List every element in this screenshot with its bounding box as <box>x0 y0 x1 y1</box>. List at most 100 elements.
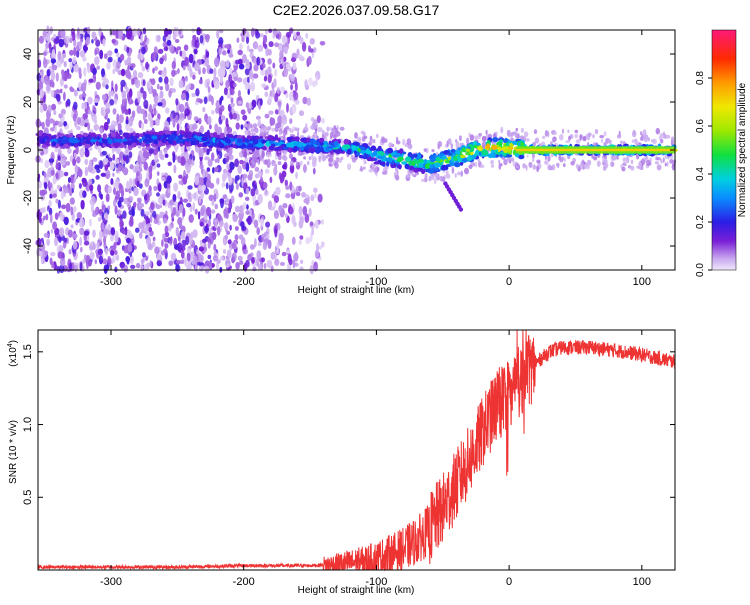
spectrogram-noise-cell <box>143 161 148 171</box>
spectrogram-noise-cell <box>285 63 291 70</box>
spectrogram-noise-cell <box>79 236 82 246</box>
spectrogram-noise-cell <box>157 183 162 192</box>
spectrogram-noise-cell <box>128 99 134 105</box>
spectrogram-noise-cell <box>156 95 162 104</box>
spectrogram-noise-cell <box>258 33 264 38</box>
spectrogram-noise-cell <box>83 45 88 52</box>
spectrogram-noise-cell <box>238 63 245 70</box>
spectrogram-noise-cell <box>265 47 269 57</box>
spectrogram-halo-cell <box>544 130 549 137</box>
spectrogram-halo-cell <box>368 140 373 146</box>
spectrogram-halo-cell <box>295 161 298 166</box>
spectrogram-noise-cell <box>194 175 199 186</box>
spectrogram-noise-cell <box>223 222 229 230</box>
spectrogram-noise-cell <box>186 252 191 262</box>
spectrogram-halo-cell <box>551 138 556 143</box>
spectrogram-noise-cell <box>73 101 78 111</box>
spectrogram-noise-cell <box>59 170 64 178</box>
spectrogram-halo-cell <box>363 158 367 165</box>
spectrogram-noise-cell <box>78 183 82 189</box>
spectrogram-ridge-cell <box>141 142 146 148</box>
spectrogram-halo-cell <box>310 125 314 130</box>
spectrogram-ridge-cell <box>236 138 243 143</box>
spectrogram-noise-cell <box>145 236 152 246</box>
spectrogram-halo-cell <box>655 127 660 135</box>
spectrogram-noise-cell <box>114 48 118 54</box>
spectrogram-ridge-cell <box>430 154 434 159</box>
spectrogram-noise-cell <box>72 57 77 65</box>
spectrogram-halo-cell <box>433 178 437 185</box>
spectrogram-noise-cell <box>226 230 231 235</box>
spectrogram-noise-cell <box>99 255 103 265</box>
spectrogram-noise-cell <box>220 95 224 101</box>
spectrogram-noise-cell <box>98 27 102 37</box>
spectrogram-noise-cell <box>230 195 235 204</box>
spectrogram-noise-cell <box>54 237 58 247</box>
spectrogram-noise-cell <box>127 65 130 72</box>
spectrogram-noise-cell <box>145 211 150 216</box>
spectrogram-noise-cell <box>59 227 65 238</box>
spectrogram-noise-cell <box>229 161 235 171</box>
spectrogram-noise-cell <box>58 113 63 119</box>
spectrogram-ridge-cell <box>396 157 403 163</box>
spectrogram-halo-cell <box>264 159 268 165</box>
spectrogram-noise-cell <box>70 174 74 184</box>
spectrogram-noise-cell <box>202 238 207 244</box>
spectrogram-ridge-cell <box>499 154 503 158</box>
spectrogram-noise-cell <box>50 251 56 257</box>
spectrogram-noise-cell <box>96 65 100 70</box>
spectrogram-halo-cell <box>632 130 637 138</box>
spectrogram-halo-cell <box>625 156 630 164</box>
spectrogram-noise-cell <box>239 159 244 165</box>
spectrogram-noise-cell <box>198 195 202 204</box>
spectrogram-halo-cell <box>334 162 339 169</box>
spectrogram-noise-cell <box>43 94 46 103</box>
spectrogram-noise-cell <box>48 182 53 189</box>
spectrogram-noise-cell <box>122 210 127 219</box>
spectrogram-noise-cell <box>223 208 229 216</box>
spectrogram-noise-cell <box>159 149 163 160</box>
spectrogram-noise-cell <box>291 57 296 63</box>
spectrogram-noise-cell <box>167 161 172 166</box>
spectrogram-noise-cell <box>186 158 193 165</box>
spectrogram-noise-cell <box>144 34 147 43</box>
spectrogram-ridge-cell <box>224 145 228 150</box>
spectrogram-noise-cell <box>274 42 280 48</box>
spectrogram-noise-cell <box>146 223 152 228</box>
spectrogram-noise-cell <box>57 155 61 161</box>
spectrogram-halo-cell <box>531 158 535 162</box>
spectrogram-ridge-cell <box>197 143 202 148</box>
spectrogram-noise-cell <box>137 53 142 60</box>
spectrogram-noise-cell <box>82 258 86 264</box>
spectrogram-noise-cell <box>73 206 77 213</box>
spectrogram-noise-cell <box>76 41 83 47</box>
spectrogram-noise-cell <box>136 171 140 177</box>
spectrogram-noise-cell <box>83 67 87 77</box>
spectrogram-noise-cell <box>176 242 183 252</box>
spectrogram-noise-cell <box>237 77 243 83</box>
spectrogram-noise-cell <box>164 243 169 249</box>
spectrogram-noise-cell <box>48 207 53 216</box>
spectrogram-noise-cell <box>277 42 283 51</box>
spectrogram-noise-cell <box>59 88 63 94</box>
spectrogram-noise-cell <box>203 96 208 105</box>
spectrogram-ridge-cell <box>390 163 395 168</box>
spectrogram-noise-cell <box>55 172 59 180</box>
spectrogram-noise-cell <box>43 171 47 178</box>
spectrogram-noise-cell <box>298 239 302 245</box>
spectrogram-halo-cell <box>510 157 515 162</box>
spectrogram-noise-cell <box>230 97 234 104</box>
spectrogram-noise-cell <box>251 99 257 108</box>
spectrogram-noise-cell <box>246 218 251 223</box>
spectrogram-noise-cell <box>125 119 129 125</box>
spectrogram-noise-cell <box>131 110 136 118</box>
spectrogram-noise-cell <box>243 177 247 184</box>
spectrogram-ridge-cell <box>494 148 499 153</box>
spectrogram-ridge-cell <box>404 163 410 170</box>
spectrogram-noise-cell <box>300 259 304 264</box>
spectrogram-noise-cell <box>317 127 323 133</box>
spectrogram-noise-cell <box>260 182 264 189</box>
spectrogram-halo-cell <box>277 161 282 166</box>
spectrogram-halo-cell <box>450 143 454 149</box>
spectrogram-noise-cell <box>73 63 80 73</box>
